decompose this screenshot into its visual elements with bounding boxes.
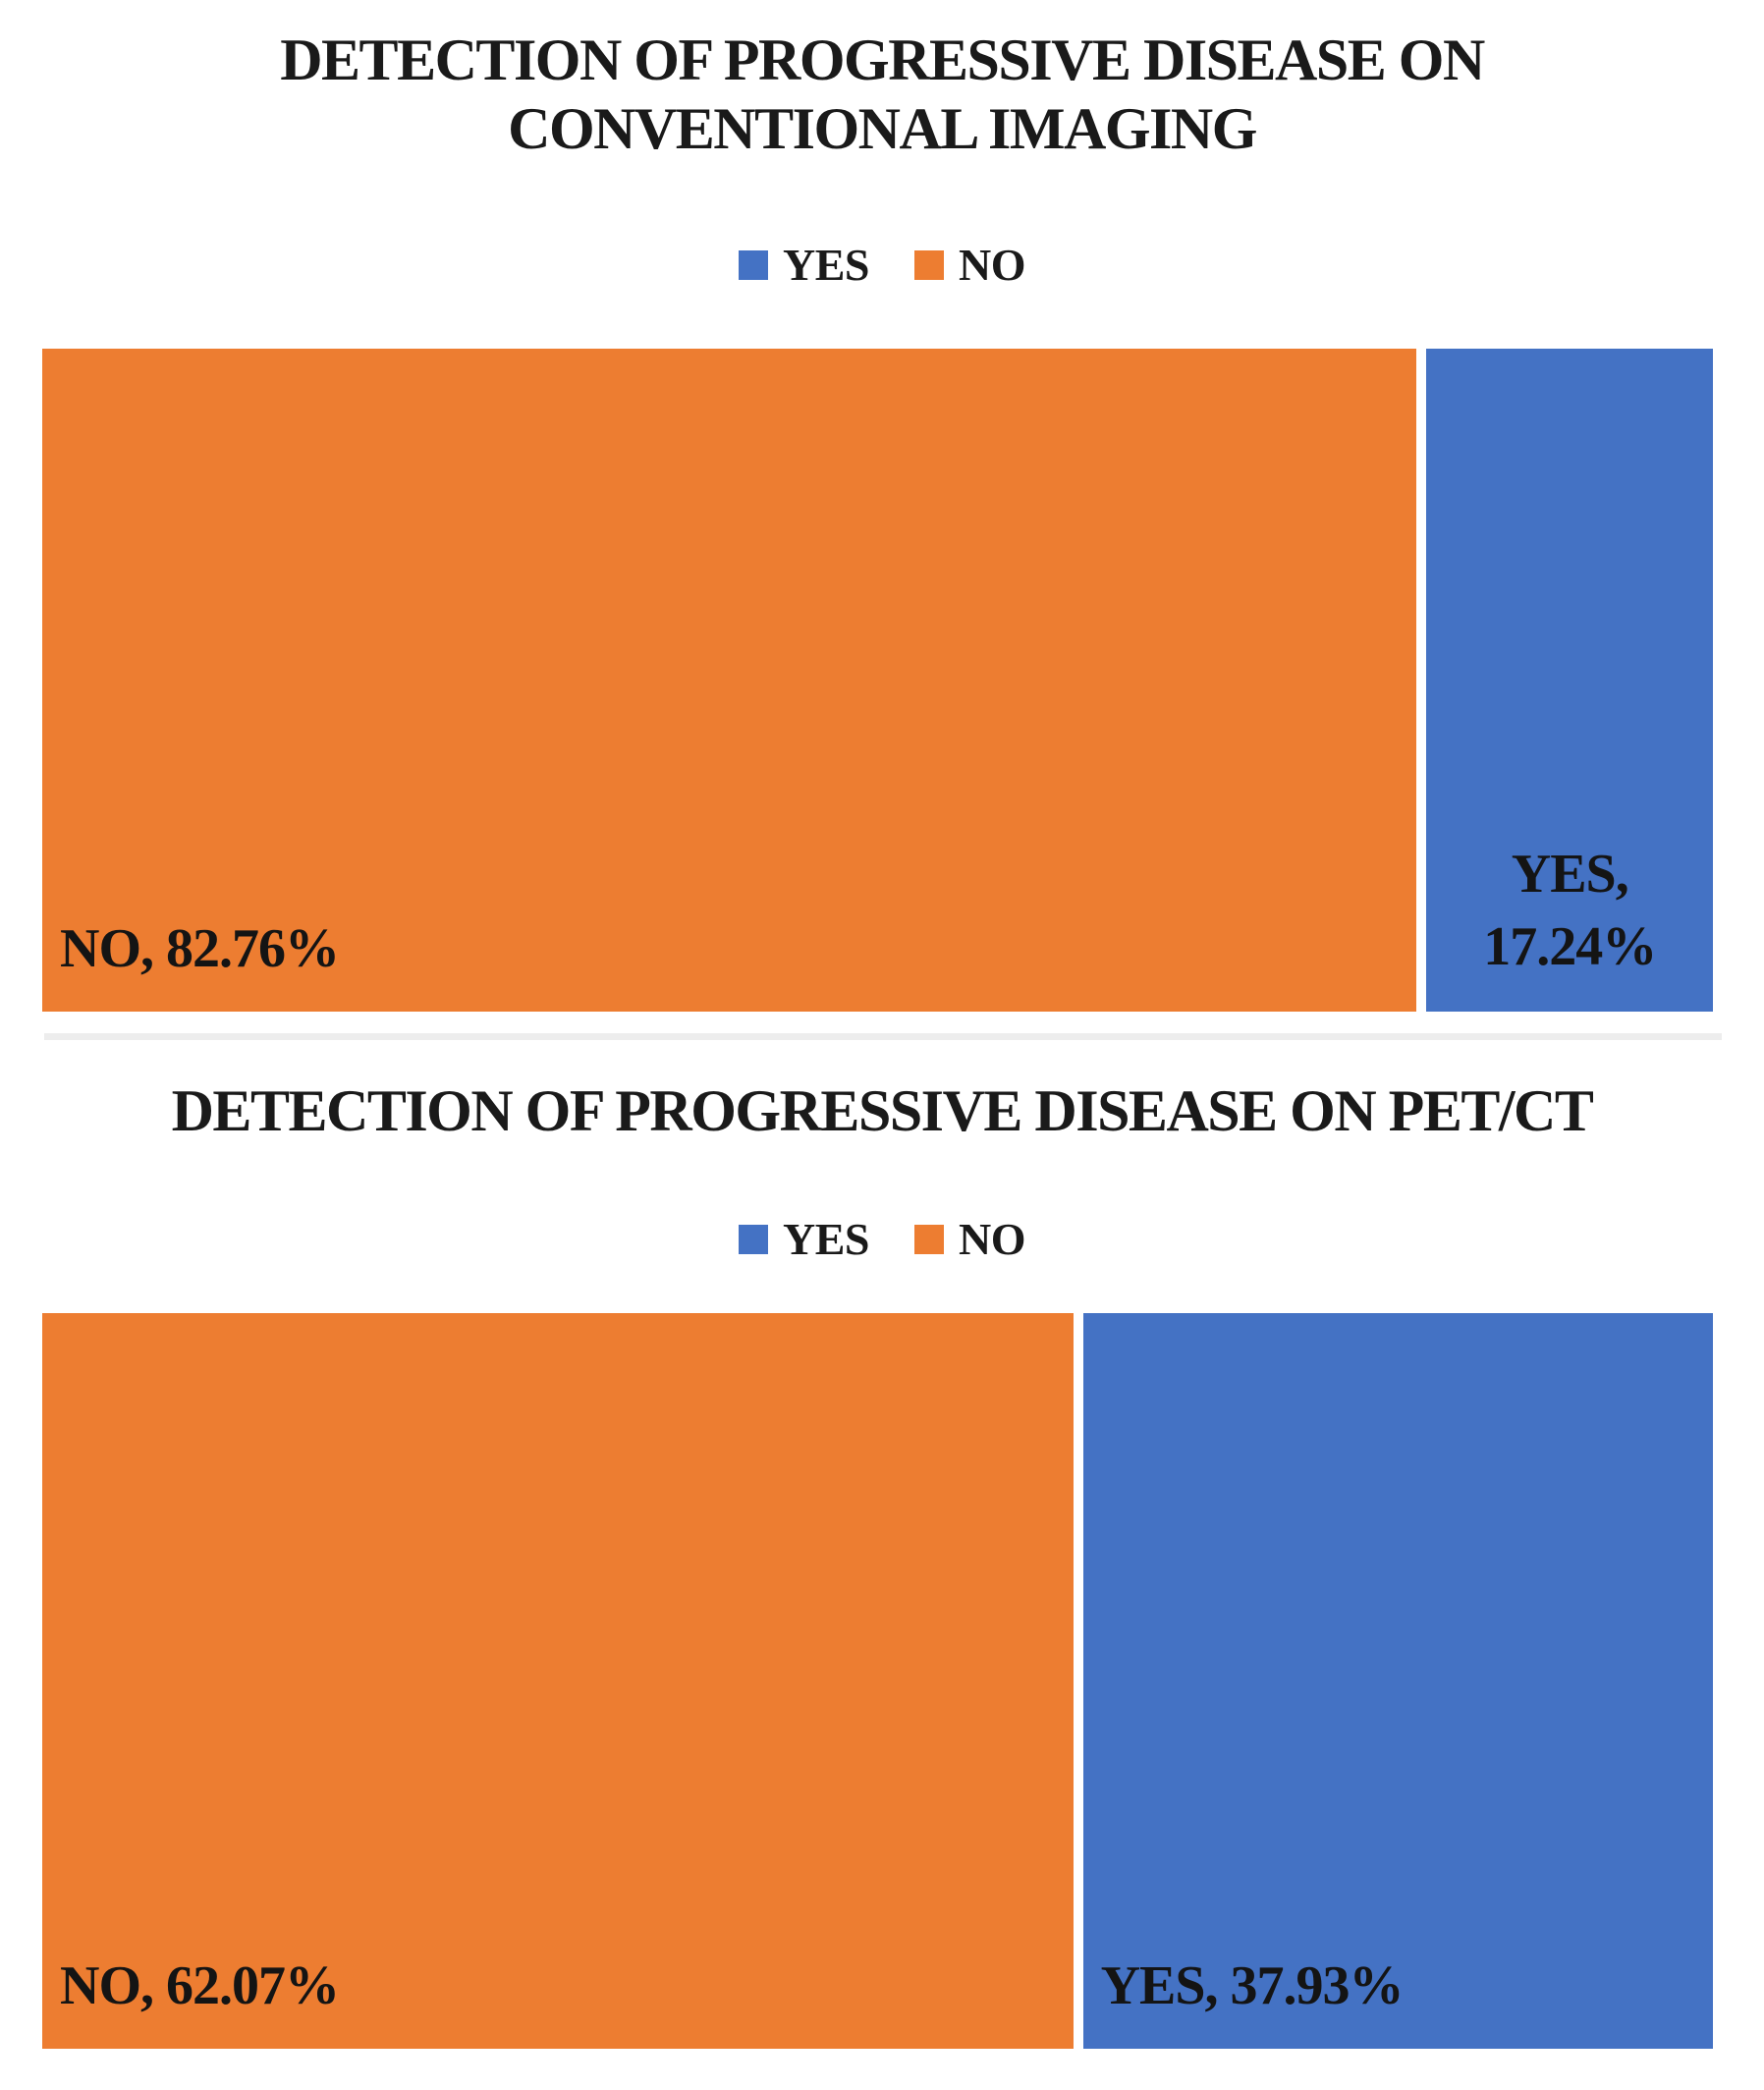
chart2-data-label-no: NO, 62.07% (60, 1955, 340, 2016)
chart2-data-label-yes: YES, 37.93% (1100, 1955, 1405, 2016)
chart1-segment-no: NO, 82.76% (42, 349, 1417, 1012)
chart1-segment-yes: YES, 17.24% (1426, 349, 1713, 1012)
chart1-legend-item-no: NO (913, 239, 1026, 291)
chart2-segment-no: NO, 62.07% (42, 1313, 1074, 2049)
chart2-title-line1: DETECTION OF PROGRESSIVE DISEASE ON PET/… (171, 1078, 1594, 1143)
chart2-segment-yes: YES, 37.93% (1082, 1313, 1713, 2049)
chart1-data-label-no: NO, 82.76% (60, 918, 340, 979)
no-legend-swatch-icon (913, 1224, 944, 1254)
chart2-legend-label-yes: YES (783, 1214, 869, 1264)
chart2-title: DETECTION OF PROGRESSIVE DISEASE ON PET/… (0, 1076, 1764, 1145)
chart1-legend-label-yes: YES (783, 240, 869, 290)
chart2-legend-label-no: NO (958, 1214, 1026, 1264)
chart1-legend-item-yes: YES (739, 239, 869, 291)
chart1-legend-label-no: NO (958, 240, 1026, 290)
chart1-legend: YES NO (0, 239, 1764, 291)
chart1-title-line1: DETECTION OF PROGRESSIVE DISEASE ON (280, 28, 1485, 92)
chart1-data-label-yes-line2: 17.24% (1483, 916, 1657, 978)
chart1-title-line2: CONVENTIONAL IMAGING (508, 96, 1257, 162)
no-legend-swatch-icon (913, 249, 944, 280)
chart1-stacked-bar: NO, 82.76% YES, 17.24% (42, 349, 1713, 1012)
chart1-data-label-yes: YES, 17.24% (1426, 839, 1713, 984)
chart2-legend: YES NO (0, 1213, 1764, 1265)
yes-legend-swatch-icon (739, 1224, 768, 1254)
chart2-legend-item-no: NO (913, 1213, 1026, 1265)
chart2-stacked-bar: NO, 62.07% YES, 37.93% (42, 1313, 1713, 2049)
chart1-title: DETECTION OF PROGRESSIVE DISEASE ON CONV… (0, 26, 1764, 163)
chart1-data-label-yes-line1: YES, (1511, 844, 1629, 906)
section-divider (44, 1033, 1722, 1040)
yes-legend-swatch-icon (739, 249, 768, 280)
chart2-legend-item-yes: YES (739, 1213, 869, 1265)
